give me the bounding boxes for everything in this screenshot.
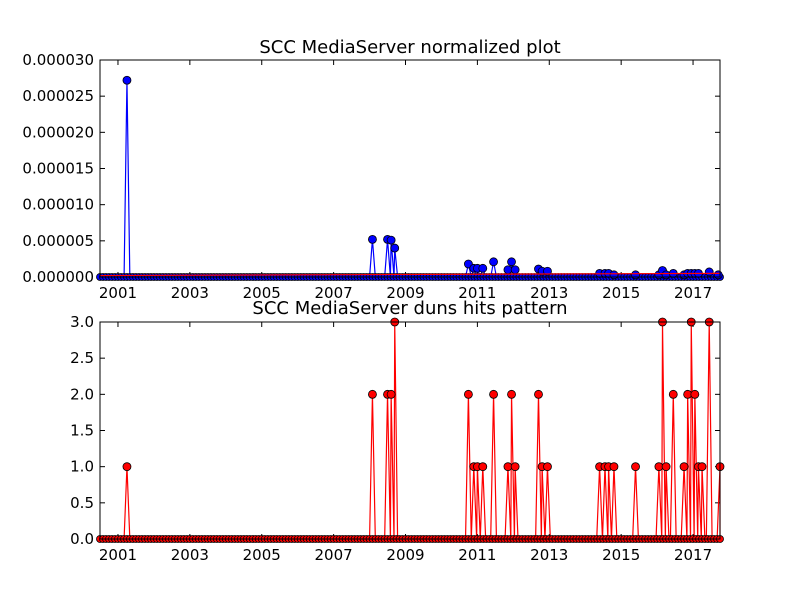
- normalized-plot-x-tick-label: 2001: [99, 284, 137, 302]
- duns-hits-plot-data-point: [534, 389, 543, 399]
- normalized-plot-data-point: [704, 267, 714, 277]
- normalized-plot: SCC MediaServer normalized plot 2001 2003…: [22, 37, 724, 302]
- duns-hits-plot-data-point: [507, 389, 516, 399]
- duns-hits-plot-data-point: [631, 462, 640, 472]
- duns-hits-plot-x-tick-label: 2007: [315, 546, 353, 564]
- normalized-plot-title: SCC MediaServer normalized plot: [259, 37, 560, 58]
- normalized-plot-frame: [99, 59, 721, 278]
- duns-hits-plot-data-point: [368, 389, 377, 399]
- duns-hits-plot-data-point: [690, 389, 700, 399]
- duns-hits-plot-data-point: [510, 462, 520, 472]
- duns-hits-plot: SCC MediaServer duns hits pattern 2001 20…: [70, 298, 725, 564]
- normalized-plot-x-tick-label: 2009: [386, 284, 424, 302]
- normalized-plot-data-point: [713, 270, 723, 280]
- duns-hits-plot-x-tick-label: 2009: [386, 546, 424, 564]
- normalized-plot-data-point: [609, 270, 619, 280]
- duns-hits-plot-x-tick-label: 2003: [171, 546, 209, 564]
- normalized-plot-data-point: [510, 265, 520, 275]
- normalized-plot-y-tick-label: 0.000010: [22, 196, 94, 214]
- duns-hits-plot-y-tick-label: 1.5: [70, 422, 94, 440]
- normalized-plot-y-tick-label: 0.000005: [22, 232, 94, 250]
- normalized-plot-y-tick-label: 0.000020: [22, 123, 94, 141]
- duns-hits-plot-y-tick-label: 1.0: [70, 458, 94, 476]
- normalized-plot-data-point: [478, 263, 488, 273]
- duns-hits-plot-title: SCC MediaServer duns hits pattern: [252, 298, 567, 319]
- duns-hits-plot-x-tick-label: 2015: [602, 546, 640, 564]
- duns-hits-plot-y-tick-label: 2.5: [70, 349, 94, 367]
- duns-hits-plot-data-point: [489, 389, 498, 399]
- duns-hits-plot-y-tick-label: 0.0: [70, 530, 94, 548]
- duns-hits-plot-x-tick-label: 2011: [458, 546, 496, 564]
- duns-hits-plot-data-point: [122, 462, 132, 472]
- normalized-plot-data-point: [368, 234, 377, 244]
- normalized-plot-data-point: [489, 257, 498, 267]
- normalized-plot-x-tick-label: 2005: [243, 284, 281, 302]
- duns-hits-plot-data-point: [478, 462, 488, 472]
- duns-hits-plot-data-point: [386, 389, 396, 399]
- duns-hits-plot-x-tick-label: 2001: [99, 546, 137, 564]
- normalized-plot-data-point: [543, 266, 552, 276]
- duns-hits-plot-data-point: [609, 462, 619, 472]
- normalized-plot-data-point: [631, 270, 640, 280]
- normalized-plot-y-tick-label: 0.000000: [22, 268, 94, 286]
- normalized-plot-trend-line: [99, 272, 721, 277]
- duns-hits-plot-x-tick-label: 2017: [674, 546, 712, 564]
- duns-hits-plot-data-point: [668, 389, 678, 399]
- normalized-plot-data-point: [122, 75, 132, 85]
- duns-hits-plot-x-tick-label: 2013: [530, 546, 568, 564]
- duns-hits-plot-data-point: [543, 462, 552, 472]
- duns-hits-plot-data-point: [679, 462, 689, 472]
- normalized-plot-x-tick-label: 2007: [315, 284, 353, 302]
- duns-hits-plot-data-point: [697, 462, 707, 472]
- duns-hits-plot-y-tick-label: 2.0: [70, 385, 94, 403]
- duns-hits-plot-ticks: 2001 2003 2005 2007 2009 2011 2013 2015 2017 0.0 0…: [70, 313, 720, 564]
- normalized-plot-data-point: [390, 243, 400, 253]
- normalized-plot-data-point: [661, 270, 671, 280]
- normalized-plot-x-tick-label: 2015: [602, 284, 640, 302]
- normalized-plot-ticks: 2001 2003 2005 2007 2009 2011 2013 2015 2017 0.00…: [22, 51, 720, 302]
- normalized-plot-x-tick-label: 2003: [171, 284, 209, 302]
- duns-hits-plot-y-tick-label: 3.0: [70, 313, 94, 331]
- duns-hits-plot-y-tick-label: 0.5: [70, 494, 94, 512]
- normalized-plot-y-tick-label: 0.000015: [22, 160, 94, 178]
- duns-hits-plot-x-tick-label: 2005: [243, 546, 281, 564]
- normalized-plot-x-tick-label: 2011: [458, 284, 496, 302]
- normalized-plot-x-tick-label: 2017: [674, 284, 712, 302]
- normalized-plot-y-tick-label: 0.000025: [22, 87, 94, 105]
- normalized-plot-data-point: [386, 235, 396, 245]
- normalized-plot-x-tick-label: 2013: [530, 284, 568, 302]
- duns-hits-plot-frame: [99, 321, 721, 540]
- normalized-plot-y-tick-label: 0.000030: [22, 51, 94, 69]
- duns-hits-plot-data-point: [464, 389, 473, 399]
- normalized-plot-data-point: [507, 257, 516, 267]
- duns-hits-plot-data-point: [661, 462, 671, 472]
